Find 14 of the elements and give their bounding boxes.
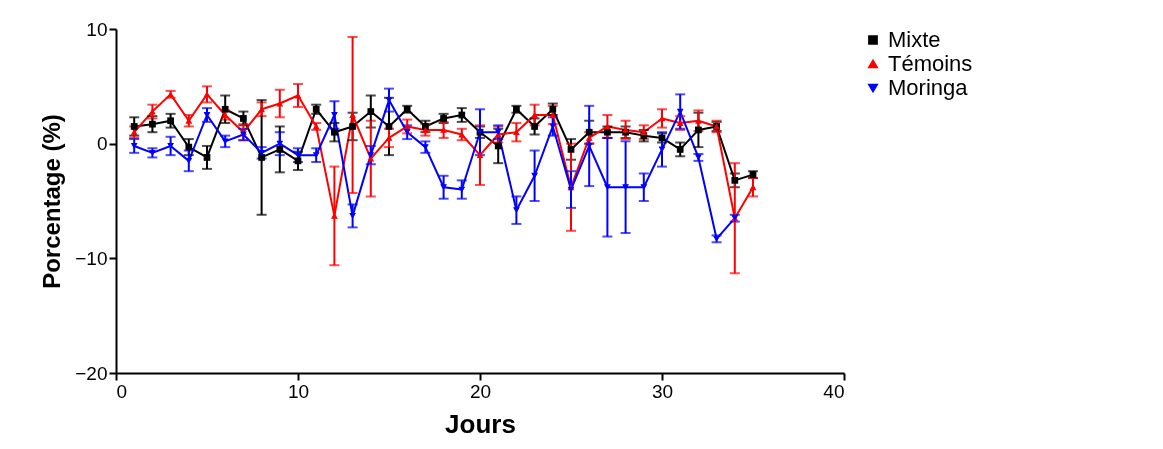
y-tick-label: 0 — [96, 133, 108, 155]
y-tick-label: −20 — [75, 362, 108, 384]
x-tick-label: 30 — [651, 380, 674, 402]
y-tick-label: 10 — [86, 18, 108, 40]
y-tick-label: −10 — [75, 247, 108, 269]
x-tick-label: 10 — [287, 380, 310, 402]
x-tick-label: 0 — [116, 380, 128, 402]
x-tick-label: 40 — [823, 380, 845, 402]
legend-label: Mixte — [888, 27, 941, 52]
legend-label: Témoins — [888, 51, 973, 76]
legend-label: Moringa — [888, 75, 969, 100]
y-axis-title: Porcentage (%) — [38, 114, 66, 289]
x-axis-title: Jours — [445, 408, 516, 439]
x-tick-label: 20 — [469, 380, 492, 402]
